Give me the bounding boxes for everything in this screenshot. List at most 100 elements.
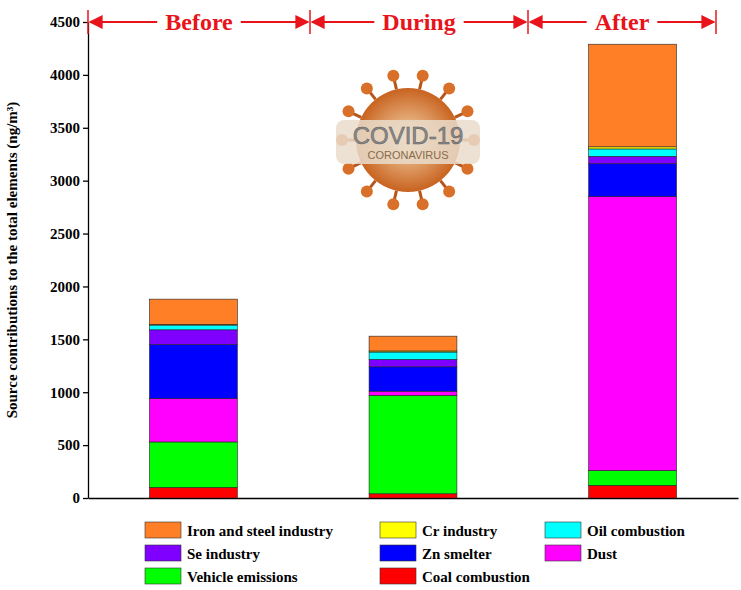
legend-swatch (145, 545, 181, 561)
y-tick-mark (83, 339, 88, 340)
annotation: CORONAVIRUS (367, 149, 448, 161)
legend-item: Dust (545, 545, 617, 562)
y-tick-mark (83, 233, 88, 234)
y-tick-mark (83, 392, 88, 393)
x-axis-line (89, 498, 739, 499)
legend-label: Oil combustion (587, 523, 686, 539)
legend: Iron and steel industry Cr industry Oil co… (145, 522, 686, 585)
bar-segment (149, 442, 237, 487)
virus-spike-tip (417, 70, 429, 82)
y-tick-label: 3000 (50, 173, 80, 189)
bar-segment (149, 325, 237, 330)
legend-swatch (145, 568, 181, 584)
virus-spike-tip (443, 82, 455, 94)
series (149, 197, 676, 471)
period-label: Before (165, 9, 233, 35)
legend-swatch (380, 522, 416, 538)
series (149, 164, 676, 399)
y-tick-mark (83, 181, 88, 182)
period-label: During (382, 9, 455, 35)
legend-item: Cr industry (380, 522, 498, 539)
bar-segment (589, 44, 677, 147)
bar-segment (369, 395, 457, 493)
y-axis: 050010001500200025003000350040004500 (50, 14, 89, 506)
bar-segment (369, 359, 457, 366)
bars (149, 44, 676, 498)
period-divider (715, 10, 717, 34)
period-arrow (464, 21, 526, 23)
y-tick-label: 0 (73, 490, 81, 506)
y-tick-label: 2000 (50, 279, 80, 295)
virus-spike-tip (343, 105, 355, 117)
y-tick: 1500 (50, 332, 88, 348)
bar-segment (369, 391, 457, 395)
y-tick: 4500 (50, 14, 88, 30)
bar-segment (589, 164, 677, 197)
y-tick: 2000 (50, 279, 88, 295)
y-tick-mark (83, 445, 88, 446)
virus-label-band (336, 120, 480, 164)
legend-item: Coal combustion (380, 568, 531, 585)
bar-segment (589, 149, 677, 156)
legend-swatch (545, 545, 581, 561)
legend-label: Zn smelter (422, 546, 492, 562)
y-tick-mark (83, 286, 88, 287)
chart: 050010001500200025003000350040004500Sour… (0, 0, 741, 590)
bar-segment (589, 485, 677, 498)
legend-label: Coal combustion (422, 569, 531, 585)
bar-segment (589, 197, 677, 471)
bar-segment (149, 487, 237, 498)
y-tick: 2500 (50, 226, 88, 242)
legend-swatch (145, 522, 181, 538)
bar-segment (369, 494, 457, 498)
y-tick: 4000 (50, 67, 88, 83)
series (149, 44, 676, 351)
y-tick-label: 2500 (50, 226, 80, 242)
y-tick: 3000 (50, 173, 88, 189)
period-label: After (595, 9, 650, 35)
virus-spike-tip (343, 163, 355, 175)
period-arrow (312, 21, 374, 23)
y-tick-mark (83, 498, 88, 499)
virus-icon: COVID-19CORONAVIRUS (336, 70, 480, 211)
y-tick: 0 (73, 490, 89, 506)
virus-spike-tip (417, 198, 429, 210)
y-tick-label: 500 (58, 437, 81, 453)
virus-spike-tip (461, 105, 473, 117)
y-tick-mark (83, 128, 88, 129)
legend-item: Se industry (145, 545, 260, 562)
y-tick-label: 1000 (50, 385, 80, 401)
y-tick-label: 4000 (50, 67, 80, 83)
legend-item: Oil combustion (545, 522, 686, 539)
legend-swatch (545, 522, 581, 538)
y-tick: 1000 (50, 385, 88, 401)
period-divider (87, 10, 89, 34)
virus-spike-tip (387, 198, 399, 210)
bar-segment (589, 470, 677, 485)
legend-item: Iron and steel industry (145, 522, 334, 539)
period-arrow (657, 21, 714, 23)
bar-segment (149, 330, 237, 345)
y-tick-mark (83, 75, 88, 76)
bar-segment (149, 299, 237, 324)
y-axis-line (88, 23, 89, 499)
period-divider (527, 10, 529, 34)
y-tick-label: 4500 (50, 14, 80, 30)
virus-spike-tip (361, 82, 373, 94)
period-arrow (90, 21, 157, 23)
legend-label: Cr industry (422, 523, 498, 539)
virus-spike-tip (461, 163, 473, 175)
period-arrow (530, 21, 587, 23)
bar-segment (149, 345, 237, 399)
bar-segment (369, 352, 457, 359)
period-arrow (241, 21, 308, 23)
bar-segment (369, 367, 457, 391)
virus-spike-tip (387, 70, 399, 82)
bar-segment (589, 147, 677, 149)
legend-label: Iron and steel industry (187, 523, 334, 539)
legend-swatch (380, 568, 416, 584)
virus-spike-tip (361, 186, 373, 198)
y-tick: 500 (58, 437, 89, 453)
bar-segment (369, 336, 457, 351)
annotation: COVID-19 (353, 122, 464, 149)
